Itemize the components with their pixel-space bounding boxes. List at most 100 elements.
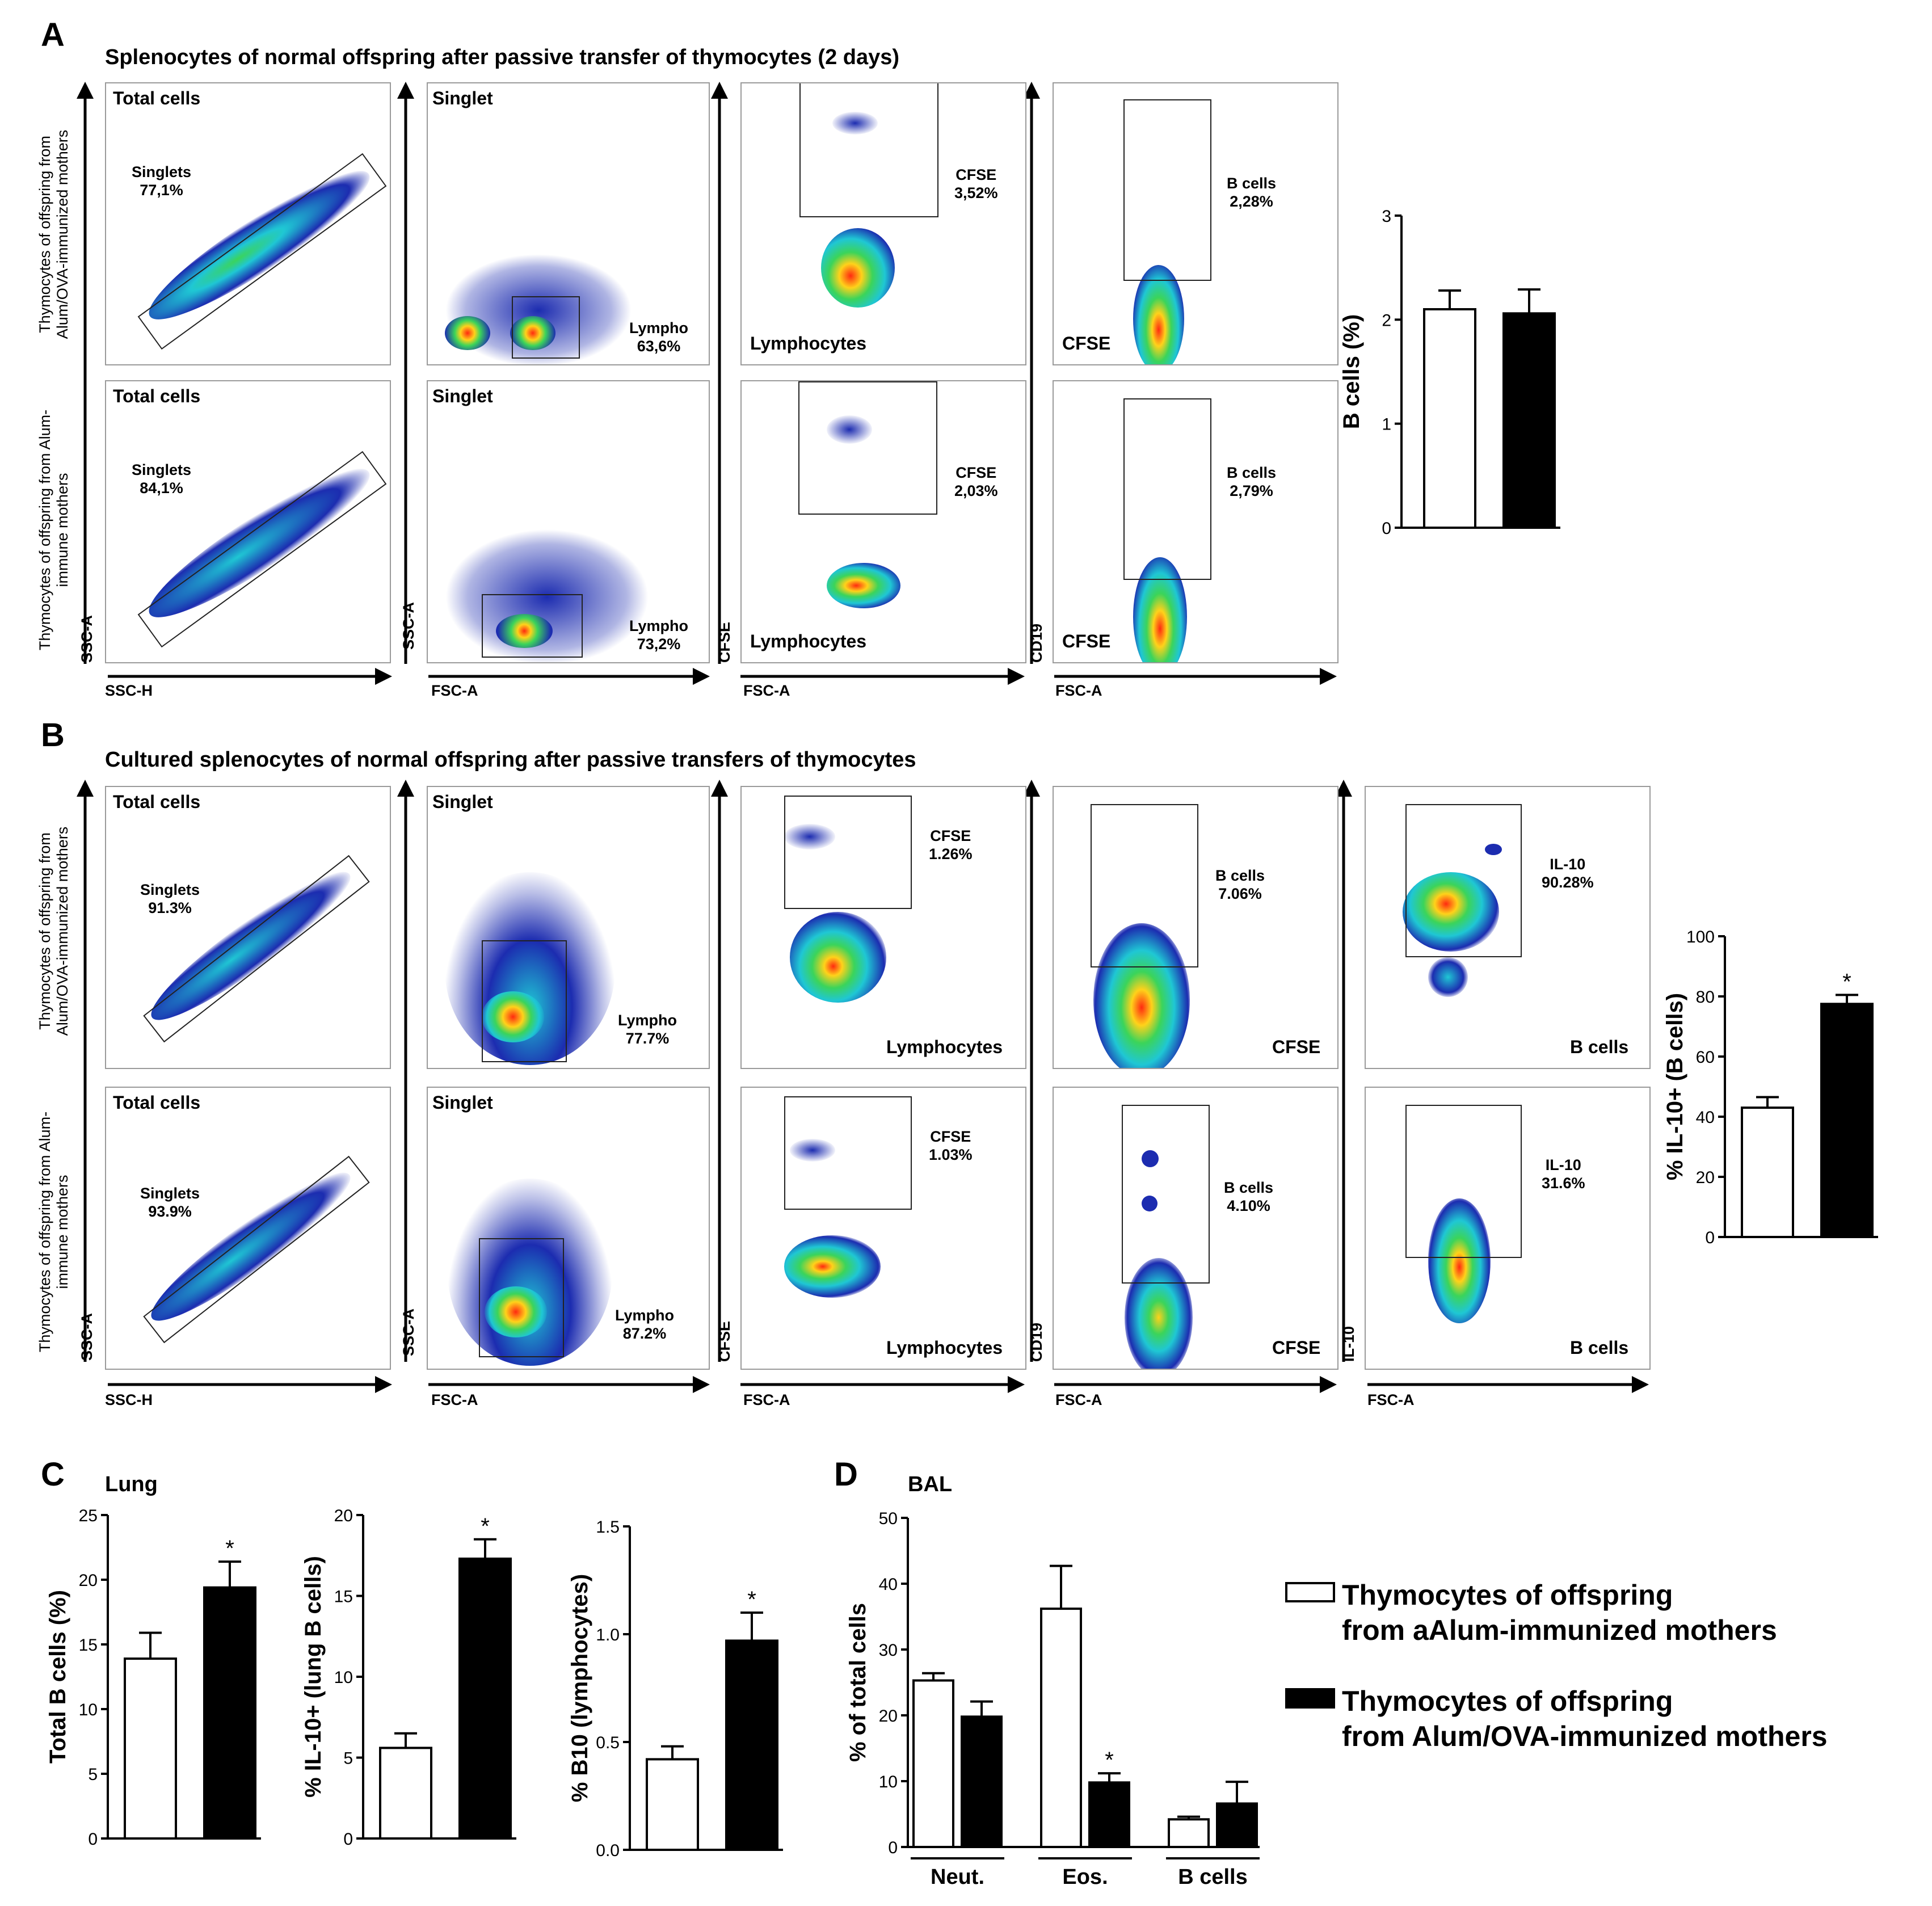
y-tick-label: 0.0 [596,1841,620,1860]
y-tick-label: 1.5 [596,1518,620,1537]
b-r1-il10-plot: IL-10 90.28% B cells [1365,786,1651,1069]
y-tick-label: 0 [88,1830,98,1849]
density-core [510,316,555,350]
panel-d-title: BAL [908,1472,953,1496]
gate-label: Lympho 77.7% [618,1012,677,1047]
plot-title: Singlet [432,1092,493,1113]
bar [1423,308,1476,529]
legend-swatch-filled [1285,1688,1335,1709]
panel-a-letter: A [41,16,65,53]
density-core [1403,872,1499,952]
density-core [482,991,544,1042]
panel-b-title: Cultured splenocytes of normal offspring… [105,748,916,772]
bar [124,1657,177,1840]
group-label: Neut. [931,1865,984,1889]
gate-label: Singlets 91.3% [140,881,200,916]
significance-marker: * [747,1587,756,1612]
axis-label: CFSE [716,1320,733,1362]
axis-label: SSC-A [400,1308,417,1356]
density-core [832,112,878,134]
significance-marker: * [481,1514,490,1539]
density-core [821,228,895,308]
il10-gate [1405,1105,1522,1258]
bar [1741,1106,1794,1238]
axis-label: FSC-A [431,1391,478,1408]
axis-label: CD19 [1028,623,1045,663]
bar [1216,1802,1258,1848]
b-r2-cfse-plot: CFSE 1.03% Lymphocytes [740,1087,1026,1370]
density-core [1133,265,1184,364]
gate-label: IL-10 31.6% [1542,1156,1585,1192]
y-tick-label: 0 [888,1838,898,1857]
a-r2-bcell-plot: B cells 2,79% CFSE [1053,380,1338,663]
b-r1-cfse-plot: CFSE 1.26% Lymphocytes [740,786,1026,1069]
panel-b-row1-label: Thymocytes of offspring from Alum/OVA-im… [36,826,71,1036]
bcell-gate [1123,99,1211,281]
axis-label: FSC-A [743,1391,790,1408]
bar [458,1557,512,1840]
axis-label: SSC-A [78,615,95,663]
gate-label: CFSE 3,52% [954,166,998,201]
y-tick-label: 20 [1696,1168,1715,1187]
gate-label: B cells 2,28% [1227,175,1277,210]
y-tick-label: 40 [1696,1108,1715,1127]
gate-label: CFSE 2,03% [954,464,998,499]
y-tick-label: 1 [1382,415,1391,434]
axis-label: FSC-A [1367,1391,1415,1408]
density-core [1125,1258,1193,1369]
panel-c-letter: C [41,1456,65,1493]
y-tick-label: 0 [1382,519,1391,538]
bar [1088,1781,1130,1849]
plot-title: Total cells [113,792,201,812]
y-tick-label: 5 [88,1765,98,1784]
axis-label: CFSE [716,621,733,663]
plot-title: Total cells [113,1092,201,1113]
b-r2-lympho-plot: Singlet Lympho 87.2% [427,1087,710,1370]
plot-title: Lymphocytes [886,1337,1003,1358]
plot-title: Lymphocytes [750,333,867,354]
bar [1820,1003,1874,1238]
y-axis-label: % IL-10+ (B cells) [1662,993,1687,1180]
chart-a-bcells: 0 1 2 3 B cells (%) [1339,207,1560,538]
density-core [784,824,835,849]
gate-label: CFSE 1.03% [929,1128,973,1163]
density-core [1142,1196,1157,1211]
axis-label: FSC-A [1055,1391,1102,1408]
gate-label: Lympho 63,6% [629,319,688,355]
panel-a-title: Splenocytes of normal offspring after pa… [105,45,900,69]
cfse-gate [799,83,938,217]
a-r1-bcell-plot: B cells 2,28% CFSE [1053,82,1338,365]
panel-b-letter: B [41,717,65,754]
axis-label: FSC-A [743,682,790,699]
y-tick-label: 10 [879,1773,898,1791]
density-core [790,912,886,1003]
y-tick-label: 2 [1382,311,1391,330]
lympho-gate [512,296,580,359]
bar [912,1679,954,1848]
gate-label: Lympho 87.2% [615,1307,674,1342]
plot-title: Singlet [432,88,493,108]
y-tick-label: 60 [1696,1048,1715,1067]
a-r1-singlet-plot: Total cells Singlets 77,1% [105,82,391,365]
plot-title: Singlet [432,386,493,406]
gate-label: CFSE 1.26% [929,827,973,862]
a-r2-lympho-plot: Singlet Lympho 73,2% [427,380,710,663]
y-tick-label: 5 [343,1749,353,1768]
density-core [827,415,872,444]
bar [1040,1608,1082,1849]
panel-d-letter: D [834,1456,858,1493]
density-core [1133,557,1187,662]
axis-label: SSC-A [400,601,417,650]
density-core [485,1286,547,1337]
y-tick-label: 0 [1705,1228,1715,1247]
b-r1-lympho-plot: Singlet Lympho 77.7% [427,786,710,1069]
cfse-gate [784,1096,912,1210]
legend-label-filled: Thymocytes of offspring from Alum/OVA-imm… [1342,1685,1828,1752]
panel-c-title: Lung [105,1472,158,1496]
axis-label: IL-10 [1340,1326,1357,1362]
a-r2-singlet-plot: Total cells Singlets 84,1% [105,380,391,663]
b-r1-singlet-plot: Total cells Singlets 91.3% [105,786,391,1069]
y-tick-label: 1.0 [596,1626,620,1644]
y-axis-label: B cells (%) [1339,314,1364,429]
chart-c-b10: 0.0 0.5 1.0 1.5 % B10 (lymphocytes) * [567,1518,783,1860]
